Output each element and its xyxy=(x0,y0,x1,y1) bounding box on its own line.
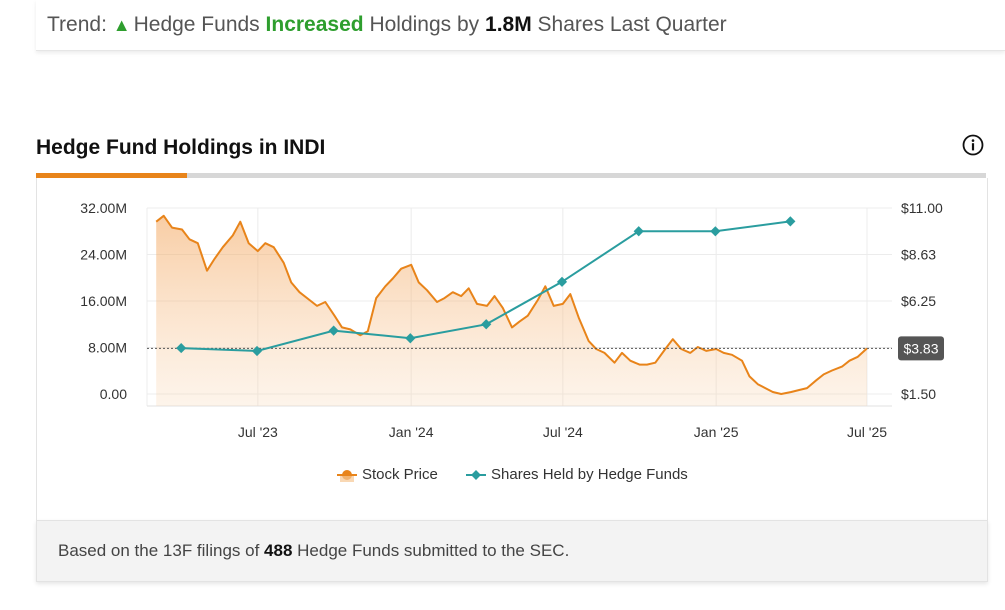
footer-prefix: Based on the 13F filings of xyxy=(58,541,260,560)
current-price-badge xyxy=(898,336,944,361)
left-axis-tick-label: 0.00 xyxy=(100,386,127,402)
current-price-label: $3.83 xyxy=(903,340,938,356)
x-axis-tick-label: Jul '25 xyxy=(847,424,887,440)
right-axis-tick-label: $1.50 xyxy=(901,386,936,402)
holdings-legend-icon xyxy=(466,469,487,480)
footer-text: Based on the 13F filings of 488 Hedge Fu… xyxy=(58,541,569,561)
price-area xyxy=(156,215,867,406)
legend-label-price: Stock Price xyxy=(362,466,438,483)
legend-label-holdings: Shares Held by Hedge Funds xyxy=(491,466,688,483)
left-axis-tick-label: 16.00M xyxy=(80,293,127,309)
right-axis-tick-label: $11.00 xyxy=(901,200,943,216)
hedge-fund-count: 488 xyxy=(264,541,293,560)
info-icon[interactable] xyxy=(962,134,984,156)
left-axis-tick-label: 8.00M xyxy=(88,340,127,356)
trend-suffix: Shares Last Quarter xyxy=(537,13,727,36)
holdings-marker xyxy=(710,226,721,237)
trend-label: Trend: xyxy=(47,13,107,36)
left-axis-tick-label: 24.00M xyxy=(80,247,127,263)
footer-bar: Based on the 13F filings of 488 Hedge Fu… xyxy=(36,520,988,582)
tab-bar xyxy=(36,173,986,178)
trend-middle: Holdings by xyxy=(369,13,480,36)
holdings-marker xyxy=(785,216,796,227)
trend-subject: Hedge Funds xyxy=(133,13,260,36)
holdings-marker xyxy=(481,319,492,330)
legend-item-holdings[interactable]: Shares Held by Hedge Funds xyxy=(466,466,688,483)
right-axis-tick-label: $6.25 xyxy=(901,293,936,309)
holdings-marker xyxy=(556,276,568,287)
holdings-chart: 32.00M 24.00M 16.00M 8.00M 0.00 $11.00 $8.63 $6… xyxy=(80,200,944,440)
price-line xyxy=(155,214,868,395)
trend-text: Trend: ▲ Hedge Funds Increased Holdings b… xyxy=(47,13,727,37)
holdings-marker xyxy=(405,333,416,344)
trend-card: Trend: ▲ Hedge Funds Increased Holdings b… xyxy=(36,0,1005,51)
section-title: Hedge Fund Holdings in INDI xyxy=(36,136,326,159)
holdings-marker xyxy=(251,345,263,357)
trend-amount: 1.8M xyxy=(485,13,532,36)
chart-legend: Stock Price Shares Held by Hedge Funds xyxy=(337,466,712,486)
left-axis-tick-label: 32.00M xyxy=(80,200,127,216)
legend-item-price[interactable]: Stock Price xyxy=(337,466,438,483)
x-axis-tick-label: Jan '24 xyxy=(389,424,434,440)
footer-suffix: Hedge Funds submitted to the SEC. xyxy=(297,541,570,560)
x-axis-tick-label: Jan '25 xyxy=(694,424,739,440)
active-tab-indicator[interactable] xyxy=(36,173,187,178)
x-axis-tick-label: Jul '24 xyxy=(543,424,583,440)
x-axis-tick-label: Jul '23 xyxy=(238,424,278,440)
triangle-up-icon: ▲ xyxy=(112,15,131,35)
price-legend-icon xyxy=(337,469,357,482)
right-axis-tick-label: $8.63 xyxy=(901,247,936,263)
trend-direction: Increased xyxy=(265,13,364,36)
chart-card: 32.00M 24.00M 16.00M 8.00M 0.00 $11.00 $8.63 $6… xyxy=(36,178,988,520)
